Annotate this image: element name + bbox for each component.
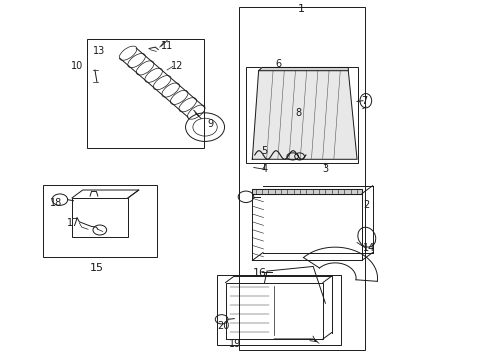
Text: 3: 3 (322, 164, 328, 174)
Text: 19: 19 (229, 339, 242, 349)
Text: 2: 2 (364, 200, 370, 210)
Text: 17: 17 (67, 218, 80, 228)
Polygon shape (252, 71, 357, 159)
Text: 18: 18 (50, 198, 62, 208)
Polygon shape (252, 189, 362, 194)
Bar (87, 39, 203, 148)
Text: 14: 14 (363, 243, 375, 253)
Text: 6: 6 (275, 59, 281, 69)
Text: 8: 8 (295, 108, 302, 118)
Bar (72, 198, 128, 237)
Bar (43, 185, 157, 257)
Text: 9: 9 (208, 118, 214, 129)
Text: 13: 13 (93, 46, 105, 56)
Text: 7: 7 (361, 96, 368, 107)
Text: 10: 10 (71, 61, 83, 71)
Text: 20: 20 (217, 321, 229, 331)
Bar (217, 275, 341, 345)
Text: 12: 12 (171, 61, 183, 71)
Text: 5: 5 (261, 147, 268, 157)
Text: 11: 11 (161, 41, 173, 51)
Text: 1: 1 (297, 4, 304, 14)
Text: 4: 4 (262, 164, 268, 174)
Text: 15: 15 (89, 262, 103, 273)
Polygon shape (259, 67, 348, 71)
Text: 16: 16 (253, 268, 267, 278)
Bar (246, 67, 358, 163)
Bar (239, 7, 365, 350)
